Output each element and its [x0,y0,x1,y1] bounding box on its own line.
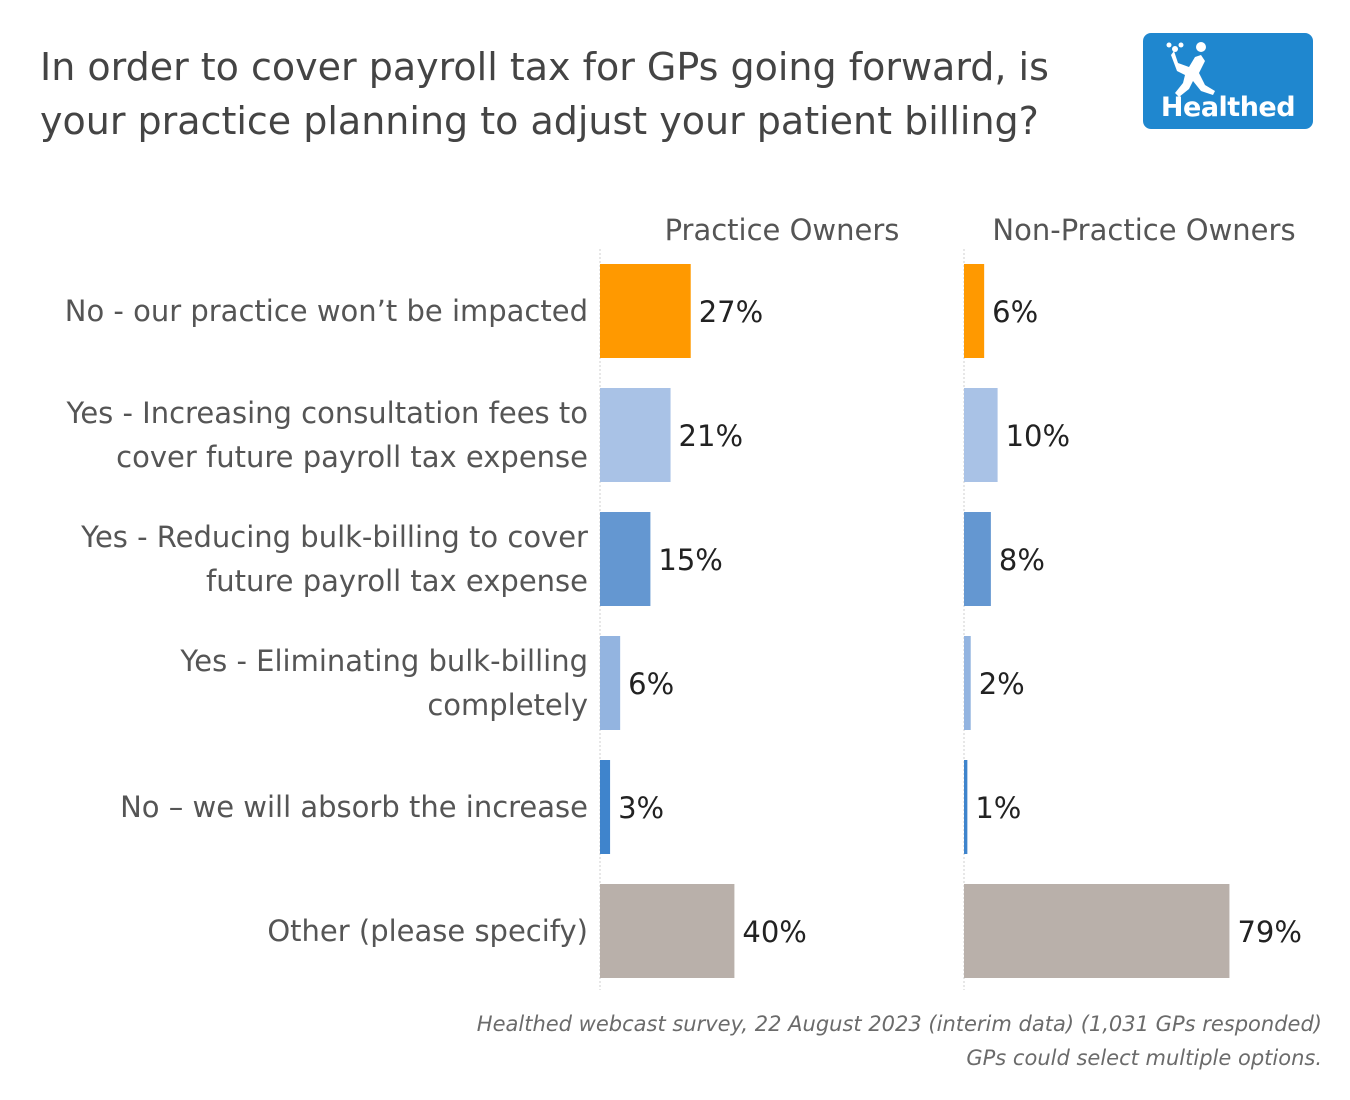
series-header-non-practice-owners: Non-Practice Owners [992,213,1295,247]
category-label: No – we will absorb the increase [120,790,588,824]
data-label-practice-owners-3: 15% [658,543,722,577]
bar-non-practice-owners-5 [964,760,968,854]
runner-icon [1166,42,1215,97]
data-label-practice-owners-1: 27% [699,295,763,329]
logo-wordmark: Healthed [1160,92,1296,123]
data-label-practice-owners-4: 6% [628,667,674,701]
bar-non-practice-owners-6 [964,884,1230,978]
bar-non-practice-owners-2 [964,388,998,482]
bar-non-practice-owners-1 [964,264,985,358]
category-label: Yes - Increasing consultation fees to cov… [65,396,588,474]
data-label-non-practice-owners-4: 2% [979,667,1025,701]
footnote-source: Healthed webcast survey, 22 August 2023 … [476,1012,1322,1036]
data-label-practice-owners-2: 21% [679,419,743,453]
category-label: No - our practice won’t be impacted [65,294,588,328]
bar-non-practice-owners-4 [964,636,971,730]
bar-practice-owners-2 [600,388,671,482]
data-label-non-practice-owners-5: 1% [975,791,1021,825]
data-label-non-practice-owners-3: 8% [999,543,1045,577]
category-label: Other (please specify) [267,914,588,948]
footnote-note: GPs could select multiple options. [966,1046,1322,1070]
bar-practice-owners-4 [600,636,621,730]
bar-practice-owners-1 [600,264,691,358]
data-label-non-practice-owners-2: 10% [1006,419,1070,453]
data-label-non-practice-owners-6: 79% [1237,915,1301,949]
category-label: Yes - Reducing bulk-billing to cover futu… [80,520,588,598]
data-label-practice-owners-5: 3% [618,791,664,825]
data-label-non-practice-owners-1: 6% [992,295,1038,329]
data-label-practice-owners-6: 40% [742,915,806,949]
bar-practice-owners-5 [600,760,611,854]
healthed-logo: Healthed [1143,33,1313,129]
series-header-practice-owners: Practice Owners [665,213,900,247]
bar-practice-owners-3 [600,512,651,606]
chart-title: In order to cover payroll tax for GPs go… [40,45,1049,143]
bar-practice-owners-6 [600,884,735,978]
category-label: Yes - Eliminating bulk-billing completely [179,644,588,722]
bar-non-practice-owners-3 [964,512,991,606]
